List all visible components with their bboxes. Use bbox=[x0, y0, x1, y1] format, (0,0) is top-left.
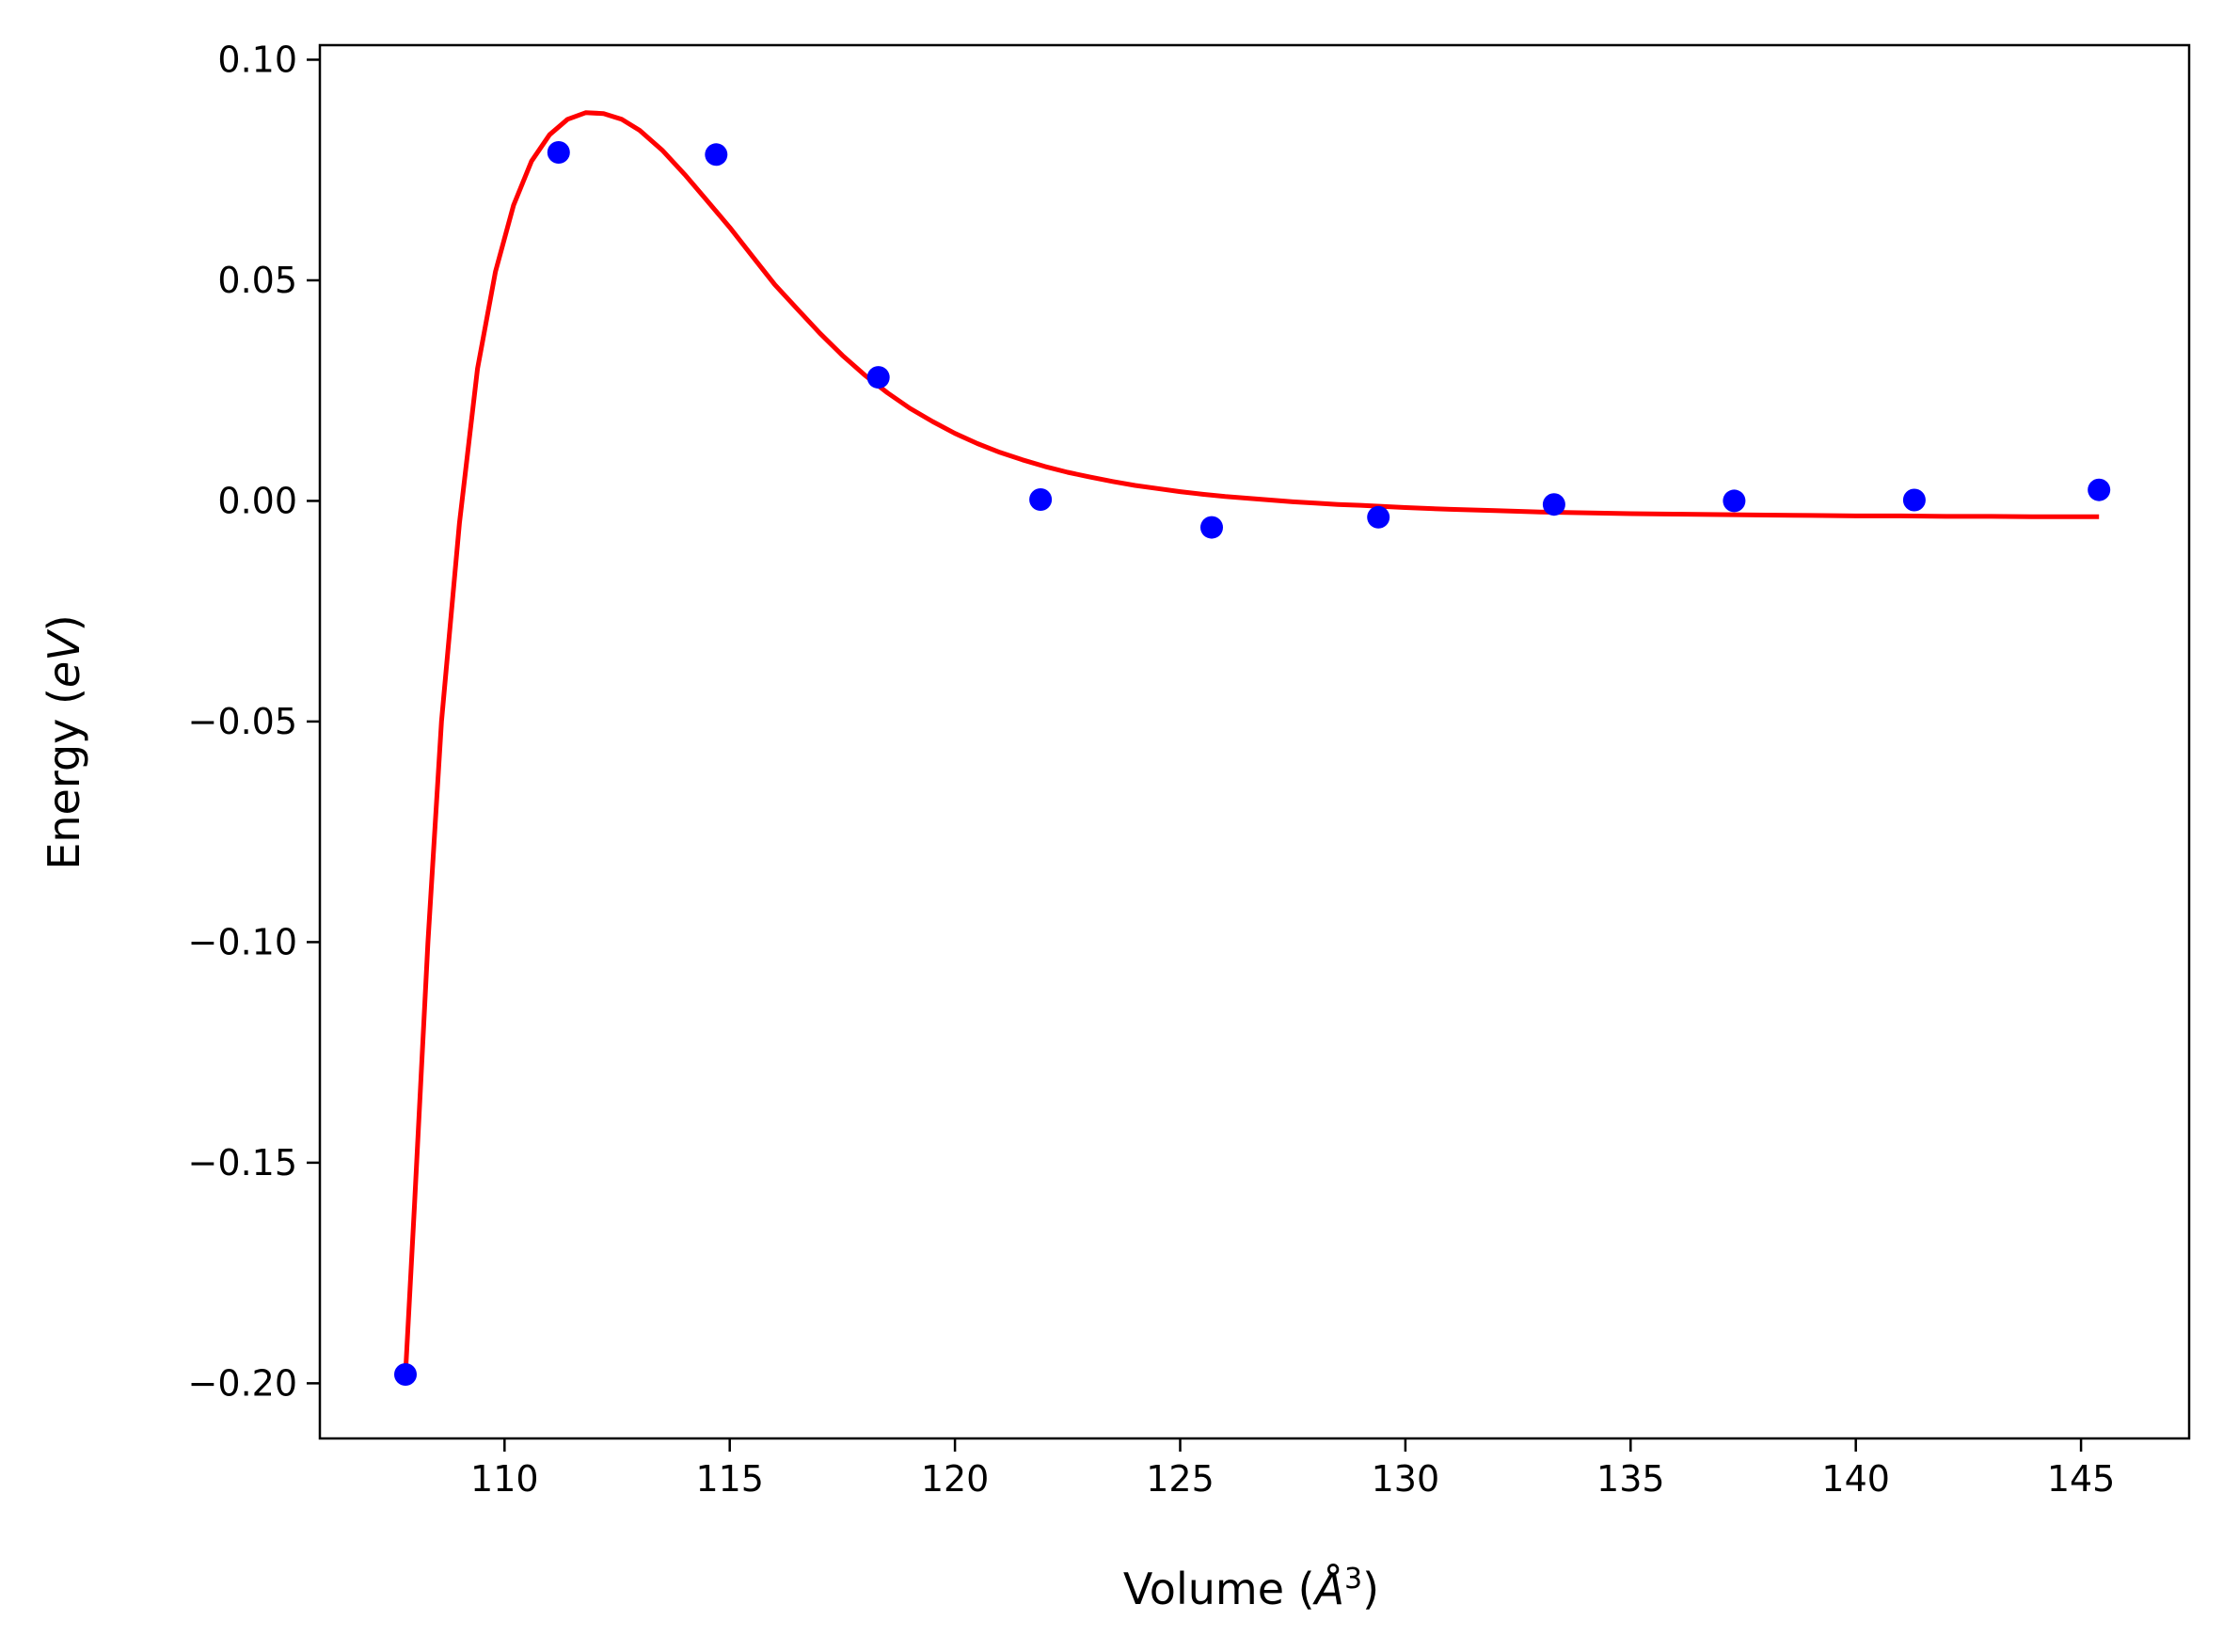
data-point bbox=[705, 143, 728, 167]
y-axis: 0.10 0.05 0.00 −0.05 −0.10 −0.15 −0.20 bbox=[188, 39, 320, 1404]
x-tick-label: 145 bbox=[2047, 1458, 2116, 1500]
y-tick-label: −0.15 bbox=[188, 1142, 297, 1183]
x-tick-label: 120 bbox=[921, 1458, 990, 1500]
data-point bbox=[1902, 488, 1926, 512]
data-point bbox=[394, 1363, 417, 1386]
data-point bbox=[547, 141, 570, 164]
x-tick-label: 125 bbox=[1146, 1458, 1215, 1500]
x-tick-label: 110 bbox=[470, 1458, 539, 1500]
y-tick-label: −0.05 bbox=[188, 701, 297, 742]
data-point bbox=[1029, 488, 1053, 511]
fit-curve bbox=[403, 110, 2100, 1375]
x-axis: 110 115 120 125 130 135 140 145 bbox=[470, 1438, 2115, 1500]
plot-area bbox=[394, 110, 2111, 1386]
y-tick-label: 0.05 bbox=[217, 260, 297, 301]
data-point bbox=[1723, 489, 1746, 513]
data-point bbox=[866, 366, 890, 389]
y-tick-label: −0.10 bbox=[188, 921, 297, 962]
data-point bbox=[1367, 505, 1390, 529]
data-point bbox=[2088, 478, 2111, 501]
x-tick-label: 135 bbox=[1596, 1458, 1665, 1500]
x-tick-label: 115 bbox=[695, 1458, 764, 1500]
y-tick-label: −0.20 bbox=[188, 1362, 297, 1404]
y-tick-label: 0.00 bbox=[217, 480, 297, 521]
plot-frame bbox=[318, 43, 2191, 1440]
y-tick-label: 0.10 bbox=[217, 39, 297, 80]
y-axis-label: Energy (eV) bbox=[39, 614, 89, 869]
data-point bbox=[1542, 493, 1565, 516]
x-tick-label: 130 bbox=[1372, 1458, 1440, 1500]
x-axis-label: Volume (Å3) bbox=[1123, 1563, 1379, 1615]
x-tick-label: 140 bbox=[1821, 1458, 1890, 1500]
data-point bbox=[1200, 516, 1223, 539]
